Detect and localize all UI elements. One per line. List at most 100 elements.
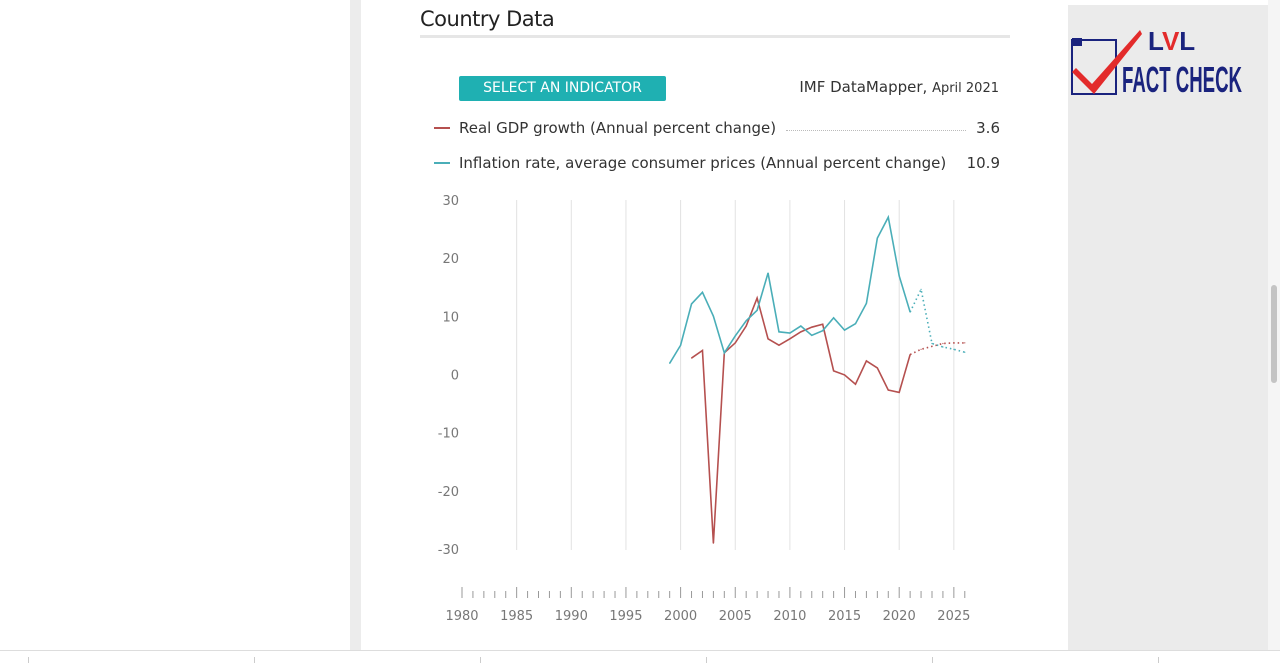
left-pane [0,0,350,650]
data-point [767,338,769,340]
divider-tick [254,657,255,663]
data-point [778,344,780,346]
scrollbar[interactable] [1268,0,1280,650]
data-point [964,351,966,353]
data-point [843,374,846,376]
page-title: Country Data [420,7,555,31]
right-pane [1068,5,1268,650]
data-point [789,338,791,340]
source-name: IMF DataMapper, [799,78,928,96]
divider-tick [480,657,481,663]
x-tick-label: 2005 [719,609,752,624]
x-tick-label: 2020 [883,609,916,624]
data-point [833,370,835,372]
data-point [920,288,922,290]
data-point [854,323,857,325]
data-point [865,302,868,304]
data-point [887,389,889,391]
source-date: April 2021 [932,81,999,96]
data-point [811,326,813,328]
lvl-fact-check-logo: LVL FACT CHECK [1071,28,1242,98]
divider-tick [706,657,707,663]
data-point [920,348,922,350]
data-point [964,342,966,344]
data-point [690,303,693,305]
data-point [701,291,704,293]
pane-divider[interactable] [350,0,361,650]
x-tick-label: 2000 [664,609,697,624]
data-point [712,542,714,544]
scrollbar-thumb[interactable] [1271,285,1277,383]
divider-tick [1158,657,1159,663]
y-tick-label: -20 [438,485,459,500]
x-tick-label: 2025 [937,609,970,624]
data-point [876,237,878,239]
data-point [789,332,791,334]
data-point [865,360,868,362]
series-line-0 [691,295,911,544]
data-point [822,330,824,332]
data-point [800,331,802,333]
data-point [690,357,693,359]
data-point [898,391,900,393]
data-point [745,320,747,322]
legend-swatch [434,127,450,129]
x-tick-label: 1980 [445,609,478,624]
legend-leader [786,129,967,131]
svg-text:FACT CHECK: FACT CHECK [1122,59,1242,98]
data-point [942,342,944,345]
legend-label: Inflation rate, average consumer prices … [459,154,947,172]
x-tick-label: 1995 [609,609,642,624]
country-data-panel [361,0,1068,650]
data-point [833,317,835,319]
legend-value: 10.9 [966,154,1000,172]
legend-value: 3.6 [976,119,1000,137]
y-tick-label: 10 [442,310,459,325]
x-tick-label: 1990 [555,609,588,624]
data-point [767,272,769,274]
legend-label: Real GDP growth (Annual percent change) [459,119,777,137]
data-point [778,331,780,333]
data-point [822,323,824,325]
data-point [745,325,747,327]
svg-text:LVL: LVL [1148,28,1195,56]
legend-item-inflation[interactable]: Inflation rate, average consumer prices … [434,154,1000,172]
title-underline [420,35,1010,38]
data-point [734,335,736,337]
y-tick-label: -30 [438,543,459,558]
x-tick-label: 1985 [500,609,533,624]
series-projection-1 [909,286,965,353]
divider-tick [28,657,29,663]
series-projection-0 [909,342,965,356]
source-label: IMF DataMapper, April 2021 [799,78,999,96]
data-point [931,345,933,347]
data-point [953,348,955,350]
data-point [756,309,758,311]
data-point [876,367,878,369]
data-point [756,297,758,299]
bottom-bar [0,650,1280,663]
data-point [723,352,725,354]
data-point [701,349,704,352]
data-point [898,275,900,277]
data-point [669,362,671,364]
data-point [680,344,682,346]
select-indicator-button[interactable]: SELECT AN INDICATOR [459,76,666,101]
data-point [909,353,911,356]
data-point [712,315,714,317]
data-point [953,342,955,344]
legend-item-gdp[interactable]: Real GDP growth (Annual percent change) … [434,119,1000,137]
data-point [800,325,802,327]
data-point [843,329,846,331]
x-tick-label: 2010 [773,609,806,624]
y-tick-label: -10 [438,427,459,442]
y-tick-label: 0 [451,369,459,384]
data-point [887,216,889,218]
data-point [942,346,944,348]
data-point [734,342,736,344]
legend-swatch [434,162,450,164]
y-tick-label: 20 [442,252,459,267]
divider-tick [932,657,933,663]
y-tick-label: 30 [442,194,459,209]
